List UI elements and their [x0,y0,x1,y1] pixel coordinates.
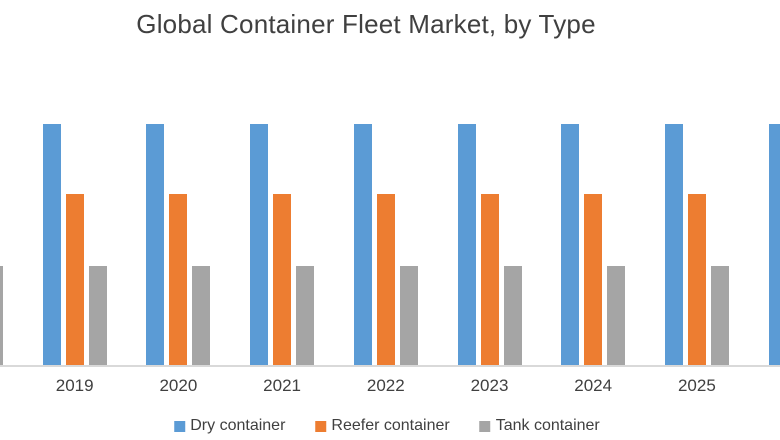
bar-dry-2023 [457,124,476,365]
bar-dry-2020 [146,124,165,365]
bar-reefer-2019 [65,193,84,365]
x-axis-label-2019: 2019 [55,376,94,395]
bar-tank-2023 [503,266,522,365]
bar-reefer-2023 [480,193,499,365]
x-axis-label-2020: 2020 [159,376,198,395]
bar-dry-edge-partial [768,124,780,365]
legend-label-tank-container: Tank container [495,417,600,434]
bar-dry-2024 [561,124,580,365]
tank-container-swatch-icon [479,420,491,432]
x-axis-label-2025: 2025 [677,376,716,395]
chart-title: Global Container Fleet Market, by Type [136,9,596,39]
legend-label-reefer-container: Reefer container [331,417,450,434]
bar-tank-2025 [710,266,729,365]
x-axis-line [0,365,780,367]
x-axis-label-2024: 2024 [574,376,613,395]
bar-reefer-2021 [273,193,292,365]
bar-reefer-2022 [376,193,395,365]
bar-reefer-2020 [169,193,188,365]
legend-item-tank-container: Tank container [479,417,600,435]
bar-tank-2021 [296,266,315,365]
bar-dry-2021 [250,124,269,365]
bar-dry-2025 [664,124,683,365]
x-axis-label-2023: 2023 [470,376,509,395]
bar-tank-2019 [88,266,107,365]
bar-reefer-2025 [687,193,706,365]
bar-tank-2022 [399,266,418,365]
dry-container-swatch-icon [174,420,186,432]
legend-item-dry-container: Dry container [174,417,285,435]
bar-reefer-2024 [584,193,603,365]
bar-dry-2022 [353,124,372,365]
legend-label-dry-container: Dry container [190,417,286,434]
bar-tank-edge-partial [0,266,3,365]
legend-item-reefer-container: Reefer container [315,417,450,435]
x-axis-label-2021: 2021 [263,376,301,395]
bar-tank-2020 [192,266,211,365]
reefer-container-swatch-icon [315,420,327,432]
bar-dry-2019 [42,124,61,365]
x-axis-label-2022: 2022 [366,376,405,395]
bar-tank-2024 [607,266,626,365]
chart-legend: Dry container Reefer container Tank cont… [174,417,600,435]
